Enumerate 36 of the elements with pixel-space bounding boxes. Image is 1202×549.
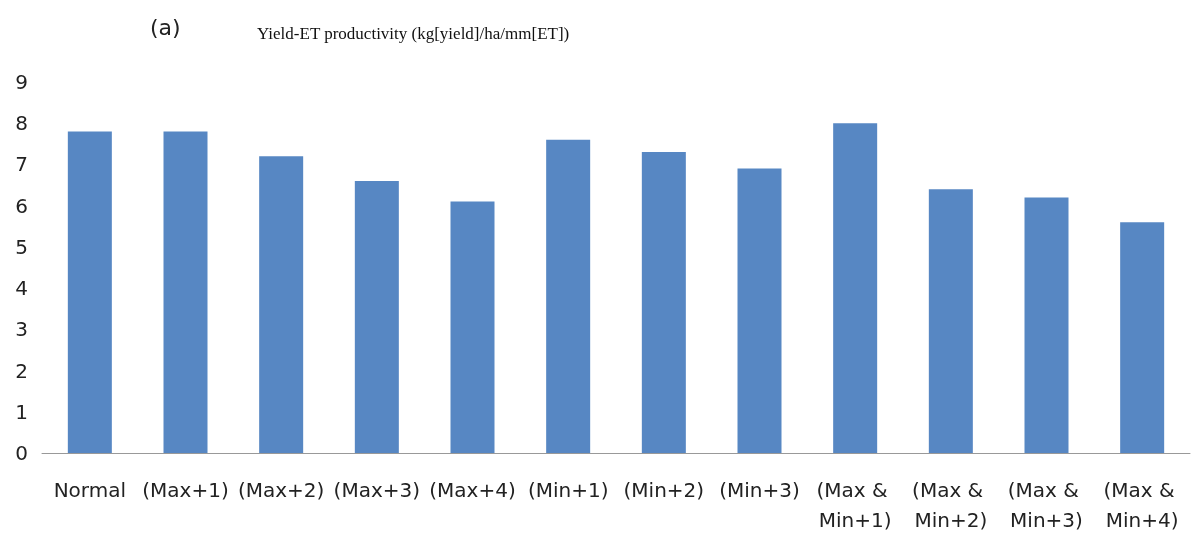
bar	[928, 189, 973, 453]
x-tick-label: (Min+1)	[527, 478, 609, 502]
bar	[354, 180, 399, 453]
text: (a)	[150, 14, 181, 40]
x-tick-label: (Min+3)	[719, 478, 800, 502]
y-tick-label: 1	[15, 399, 28, 424]
x-tick-label: (Max+4)	[429, 478, 516, 502]
bar	[450, 201, 495, 453]
x-tick-label: (Max & Min+4)	[1103, 478, 1181, 532]
y-tick-label: 5	[15, 234, 28, 259]
y-tick-label: 6	[15, 193, 28, 218]
chart-title: Yield-ET productivity (kg[yield]/ha/mm[ET])	[257, 24, 570, 43]
bar	[1120, 222, 1165, 453]
bar	[67, 131, 112, 453]
x-tick-label: (Max+1)	[142, 478, 229, 502]
bar	[737, 168, 782, 453]
bar	[546, 139, 591, 453]
bar	[259, 156, 304, 453]
bar	[1024, 197, 1069, 453]
y-tick-label: 8	[15, 111, 28, 136]
x-tick-label: (Max+3)	[333, 478, 421, 502]
y-tick-label: 7	[15, 152, 28, 177]
x-tick-label: (Min+2)	[623, 478, 705, 502]
x-tick-label: (Max & Min+1)	[816, 478, 894, 532]
bar	[163, 131, 208, 453]
bar	[641, 152, 686, 453]
y-tick-label: 2	[15, 358, 28, 383]
x-tick-label: (Max & Min+3)	[1007, 478, 1086, 532]
bar	[833, 123, 878, 453]
y-tick-label: 9	[15, 70, 28, 94]
y-tick-label: 0	[15, 441, 28, 465]
x-tick-label: Normal	[53, 478, 127, 502]
y-tick-label: 4	[15, 276, 28, 301]
x-tick-label: (Max & Min+2)	[912, 478, 990, 532]
x-tick-label: (Max+2)	[237, 478, 325, 502]
y-tick-label: 3	[15, 317, 28, 342]
